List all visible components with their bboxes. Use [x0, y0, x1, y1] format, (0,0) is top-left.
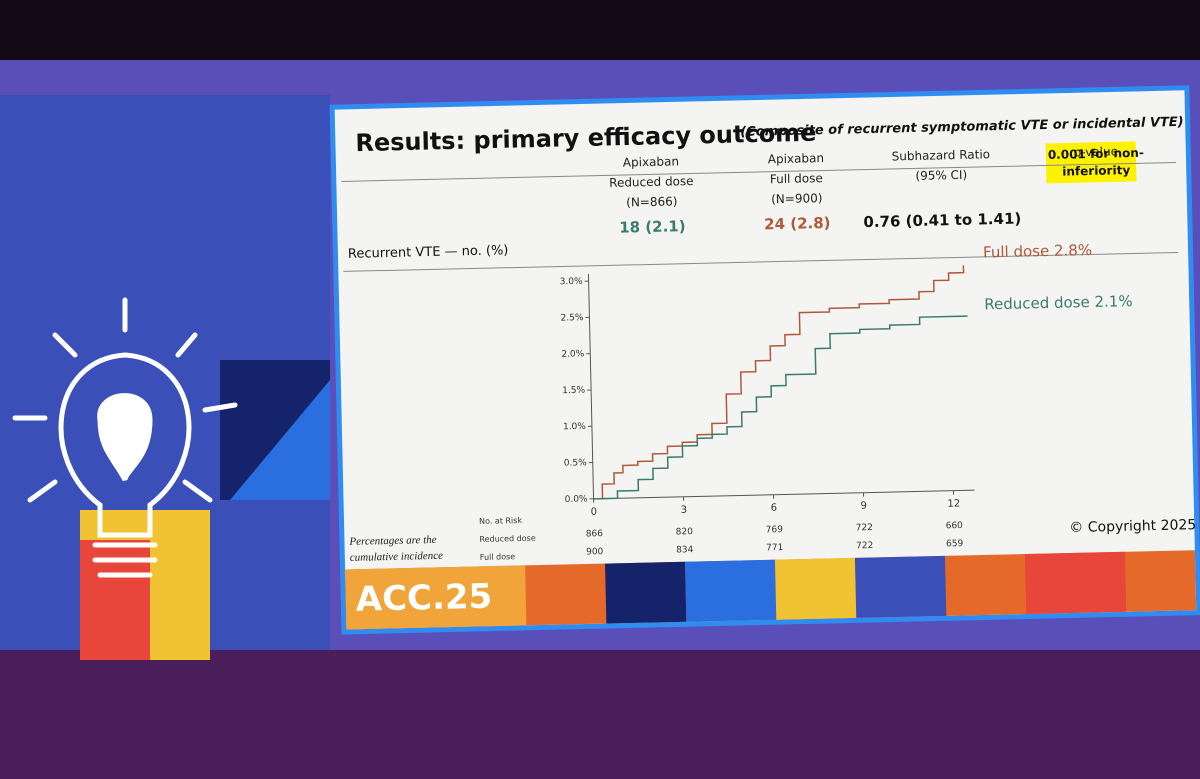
footer-shape: [685, 559, 777, 622]
y-tick-label: 0.5%: [564, 458, 588, 469]
column-header: (95% CI): [915, 168, 967, 183]
risk-label: Full dose: [480, 552, 516, 562]
column-header: Apixaban: [768, 151, 825, 166]
ray: [52, 332, 78, 358]
bulb: [58, 352, 192, 538]
risk-value: 834: [676, 545, 694, 555]
table-cell: 0.76 (0.41 to 1.41): [863, 210, 1021, 232]
step-line: [593, 265, 965, 500]
footer-shape: [605, 561, 687, 624]
y-tick-label: 2.0%: [561, 349, 585, 360]
risk-label: Reduced dose: [479, 534, 536, 544]
column-header: (N=866): [626, 194, 678, 209]
heart: [97, 393, 153, 482]
x-tick-label: 6: [771, 503, 778, 514]
ray: [182, 479, 213, 503]
table-rule: [341, 162, 1177, 182]
x-tick-label: 3: [681, 505, 688, 516]
risk-value: 900: [586, 547, 604, 557]
highlight: [1045, 141, 1137, 184]
logo: ACC.25: [355, 577, 492, 620]
footer-shape: [854, 555, 947, 618]
x-tick-label: 0: [591, 507, 598, 518]
ray: [27, 479, 58, 503]
column-header: Subhazard Ratio: [892, 147, 991, 163]
note: cumulative incidence: [350, 550, 444, 564]
series-label: Reduced dose 2.1%: [984, 292, 1133, 313]
y-axis: [587, 273, 595, 499]
table-cell: 24 (2.8): [764, 214, 831, 234]
risk-value: 820: [676, 527, 694, 537]
step-line: [593, 315, 968, 500]
risk-value: 659: [946, 539, 964, 549]
x-tick-label: 9: [860, 501, 867, 512]
lightbulb: [12, 297, 238, 578]
x-axis: [593, 489, 975, 500]
slide: Results: primary efficacy outcome(Compos…: [329, 85, 1200, 635]
column-header: Full dose: [770, 171, 823, 186]
x-tick-label: 12: [947, 499, 960, 510]
table-cell: 0.001 for non-: [1048, 146, 1144, 162]
note: Percentages are the: [348, 534, 437, 548]
copyright: © Copyright 2025: [1069, 517, 1196, 536]
logo-box: [345, 565, 527, 630]
footer-shape: [1024, 551, 1127, 615]
y-tick-label: 1.0%: [563, 422, 587, 433]
column-header: Reduced dose: [609, 174, 694, 190]
risk-value: 660: [946, 521, 964, 531]
risk-title: No. at Risk: [479, 516, 523, 526]
bulb-base: [92, 542, 158, 578]
shape: [230, 380, 330, 500]
ray: [175, 332, 198, 358]
row-label: Recurrent VTE — no. (%): [348, 243, 509, 262]
ray: [202, 402, 238, 413]
column-header: Apixaban: [623, 154, 680, 169]
column-header: p-value: [1073, 144, 1118, 159]
series-label: Full dose 2.8%: [983, 241, 1092, 261]
risk-value: 722: [856, 541, 873, 551]
y-tick-label: 3.0%: [560, 277, 584, 288]
risk-value: 866: [586, 529, 604, 539]
table-cell: 18 (2.1): [619, 217, 686, 237]
risk-value: 771: [766, 543, 783, 553]
y-tick-label: 0.0%: [565, 494, 589, 505]
column-header: (N=900): [771, 191, 823, 206]
y-tick-label: 1.5%: [562, 386, 586, 397]
table-rule: [343, 251, 1179, 272]
footer-shape: [774, 557, 857, 620]
decor-shapes: [80, 360, 330, 660]
table-cell: inferiority: [1062, 163, 1130, 179]
risk-value: 722: [856, 523, 873, 533]
risk-value: 769: [766, 525, 784, 535]
y-tick-label: 2.5%: [560, 313, 584, 324]
curtain: [0, 650, 1200, 779]
